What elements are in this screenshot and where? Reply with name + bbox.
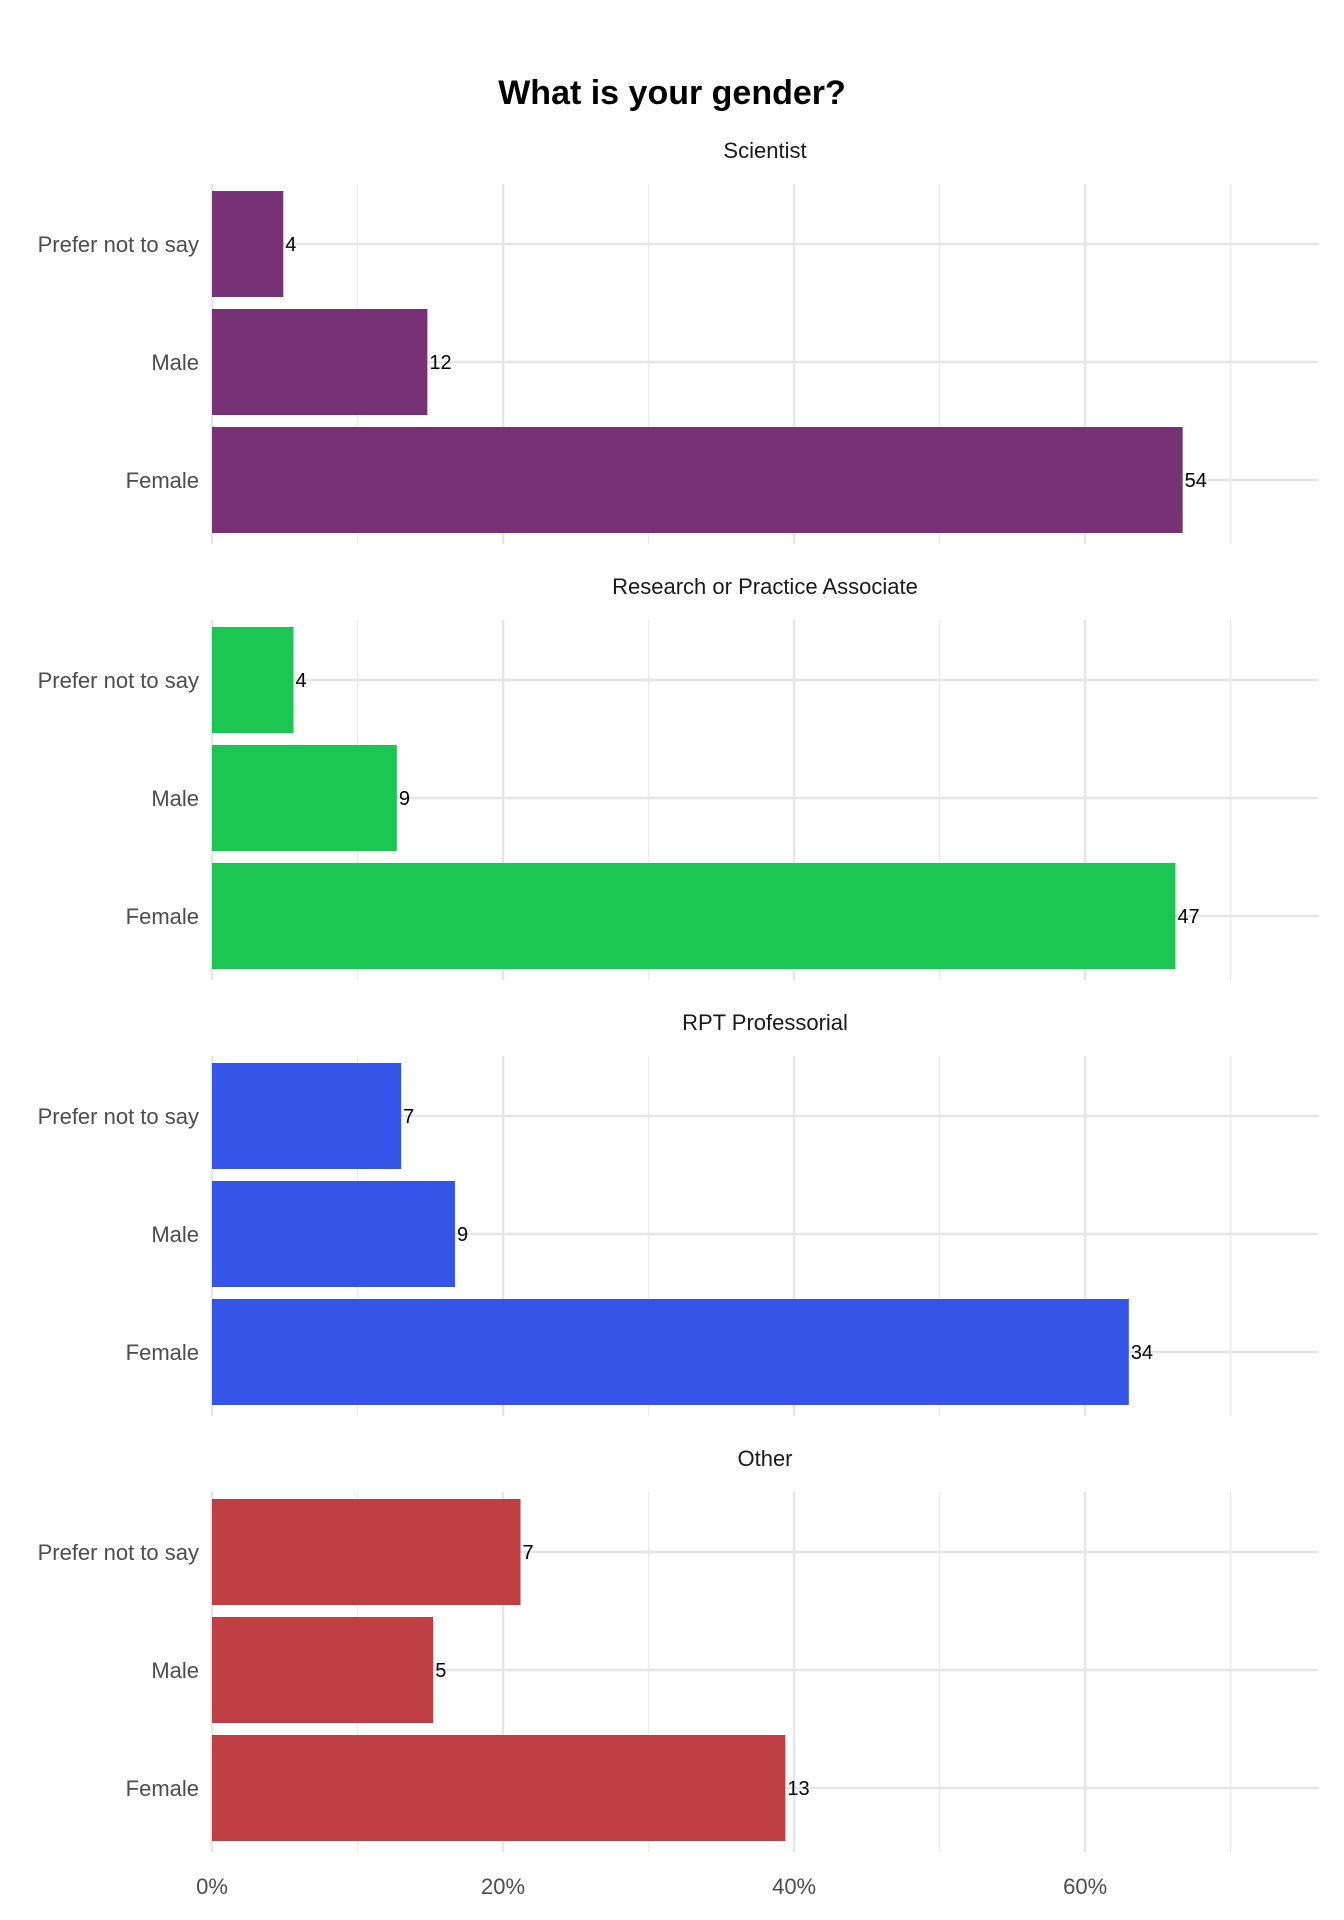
data-label: 54 xyxy=(1185,470,1207,492)
chart-panels: Scientist Prefer not to say 4 Male 12 Female 5… xyxy=(38,138,1318,1852)
data-label: 9 xyxy=(399,788,410,810)
panel-strip-label: Research or Practice Associate xyxy=(612,574,918,599)
category-label: Prefer not to say xyxy=(38,1540,199,1565)
bar-prefer-not-to-say xyxy=(212,627,294,733)
category-label: Female xyxy=(126,1340,199,1365)
data-label: 47 xyxy=(1177,906,1199,928)
category-label: Male xyxy=(151,350,199,375)
bar-female xyxy=(212,863,1176,969)
category-label: Male xyxy=(151,1658,199,1683)
data-label: 7 xyxy=(403,1106,414,1128)
data-label: 7 xyxy=(523,1542,534,1564)
panel-research-or-practice-associate: Research or Practice Associate Prefer not… xyxy=(38,574,1318,980)
category-label: Male xyxy=(151,1222,199,1247)
category-label: Female xyxy=(126,904,199,929)
data-label: 13 xyxy=(787,1778,809,1800)
panel-strip-label: Other xyxy=(737,1446,792,1471)
panel-strip-label: RPT Professorial xyxy=(682,1010,848,1035)
data-label: 34 xyxy=(1131,1342,1153,1364)
category-label: Male xyxy=(151,786,199,811)
data-label: 9 xyxy=(457,1224,468,1246)
x-tick-label: 20% xyxy=(481,1874,525,1899)
bar-prefer-not-to-say xyxy=(212,1063,402,1169)
x-tick-label: 60% xyxy=(1063,1874,1107,1899)
bar-prefer-not-to-say xyxy=(212,191,284,297)
bar-female xyxy=(212,1735,786,1841)
category-label: Prefer not to say xyxy=(38,1104,199,1129)
category-label: Prefer not to say xyxy=(38,668,199,693)
bar-male xyxy=(212,1181,456,1287)
category-label: Prefer not to say xyxy=(38,232,199,257)
bar-male xyxy=(212,1617,434,1723)
data-label: 5 xyxy=(435,1660,446,1682)
x-tick-label: 0% xyxy=(196,1874,228,1899)
panel-strip-label: Scientist xyxy=(723,138,806,163)
bar-prefer-not-to-say xyxy=(212,1499,521,1605)
category-label: Female xyxy=(126,468,199,493)
data-label: 4 xyxy=(295,670,306,692)
data-label: 12 xyxy=(429,352,451,374)
bar-male xyxy=(212,309,428,415)
bar-female xyxy=(212,1299,1129,1405)
data-label: 4 xyxy=(285,234,296,256)
panel-rpt-professorial: RPT Professorial Prefer not to say 7 Male 9 F… xyxy=(38,1010,1318,1416)
x-tick-label: 40% xyxy=(772,1874,816,1899)
chart-title: What is your gender? xyxy=(498,74,846,112)
bar-male xyxy=(212,745,397,851)
bar-female xyxy=(212,427,1183,533)
category-label: Female xyxy=(126,1776,199,1801)
panel-scientist: Scientist Prefer not to say 4 Male 12 Female 5… xyxy=(38,138,1318,544)
x-axis: 0% 20% 40% 60% xyxy=(196,1874,1107,1899)
panel-other: Other Prefer not to say 7 Male 5 Female 13 xyxy=(38,1446,1318,1852)
